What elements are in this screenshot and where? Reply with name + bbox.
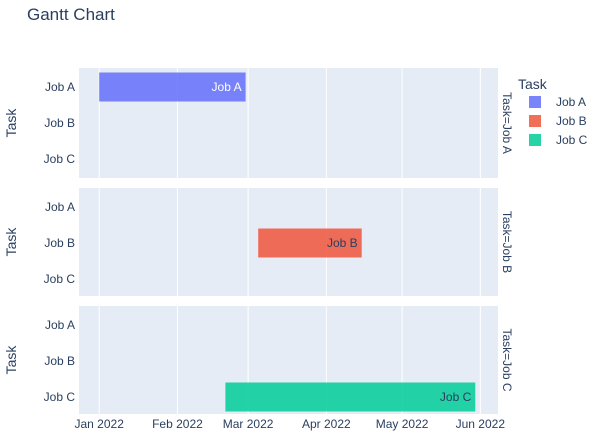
y-axis-title: Task xyxy=(3,108,19,138)
legend: Task Job A Job B Job C xyxy=(518,76,588,147)
x-tick-label: Jun 2022 xyxy=(456,417,506,431)
x-tick-label: Mar 2022 xyxy=(223,417,274,431)
facet-label: Task=Job A xyxy=(500,92,514,154)
legend-label: Job A xyxy=(556,95,586,109)
legend-item-job-b[interactable]: Job B xyxy=(529,114,587,128)
y-tick-label: Job C xyxy=(44,272,76,286)
chart-title: Gantt Chart xyxy=(27,5,115,24)
gantt-bar-job-c[interactable] xyxy=(225,382,476,412)
gantt-bar-job-b[interactable] xyxy=(258,228,362,258)
x-tick-label: Feb 2022 xyxy=(152,417,203,431)
legend-item-job-a[interactable]: Job A xyxy=(529,95,586,109)
facet-panel-2: Job A Job B Job C Task Task=Job B Job B xyxy=(3,188,514,296)
legend-swatch xyxy=(529,134,541,146)
y-tick-label: Job C xyxy=(44,152,76,166)
legend-title: Task xyxy=(518,76,548,92)
y-tick-label: Job A xyxy=(45,200,75,214)
x-tick-label: Jan 2022 xyxy=(74,417,124,431)
y-axis-title: Task xyxy=(3,345,19,375)
legend-label: Job C xyxy=(556,133,588,147)
bar-data-label: Job C xyxy=(440,390,472,404)
y-axis-title: Task xyxy=(3,227,19,257)
legend-swatch xyxy=(529,96,541,108)
y-tick-label: Job C xyxy=(44,390,76,404)
gantt-bar-job-a[interactable] xyxy=(99,72,246,102)
bar-data-label: Job A xyxy=(212,80,242,94)
x-tick-label: Apr 2022 xyxy=(302,417,351,431)
facet-panel-3: Job A Job B Job C Task Task=Job C Job C xyxy=(3,306,514,414)
y-tick-label: Job A xyxy=(45,80,75,94)
legend-swatch xyxy=(529,115,541,127)
legend-item-job-c[interactable]: Job C xyxy=(529,133,588,147)
y-tick-label: Job B xyxy=(44,354,75,368)
facet-label: Task=Job C xyxy=(500,328,514,391)
y-tick-label: Job B xyxy=(44,236,75,250)
y-tick-label: Job B xyxy=(44,116,75,130)
legend-label: Job B xyxy=(556,114,587,128)
x-tick-label: May 2022 xyxy=(376,417,429,431)
facet-label: Task=Job B xyxy=(500,211,514,273)
facet-panel-1: Job A Job B Job C Task Task=Job A Job A xyxy=(3,68,514,178)
y-tick-label: Job A xyxy=(45,318,75,332)
bar-data-label: Job B xyxy=(327,236,358,250)
